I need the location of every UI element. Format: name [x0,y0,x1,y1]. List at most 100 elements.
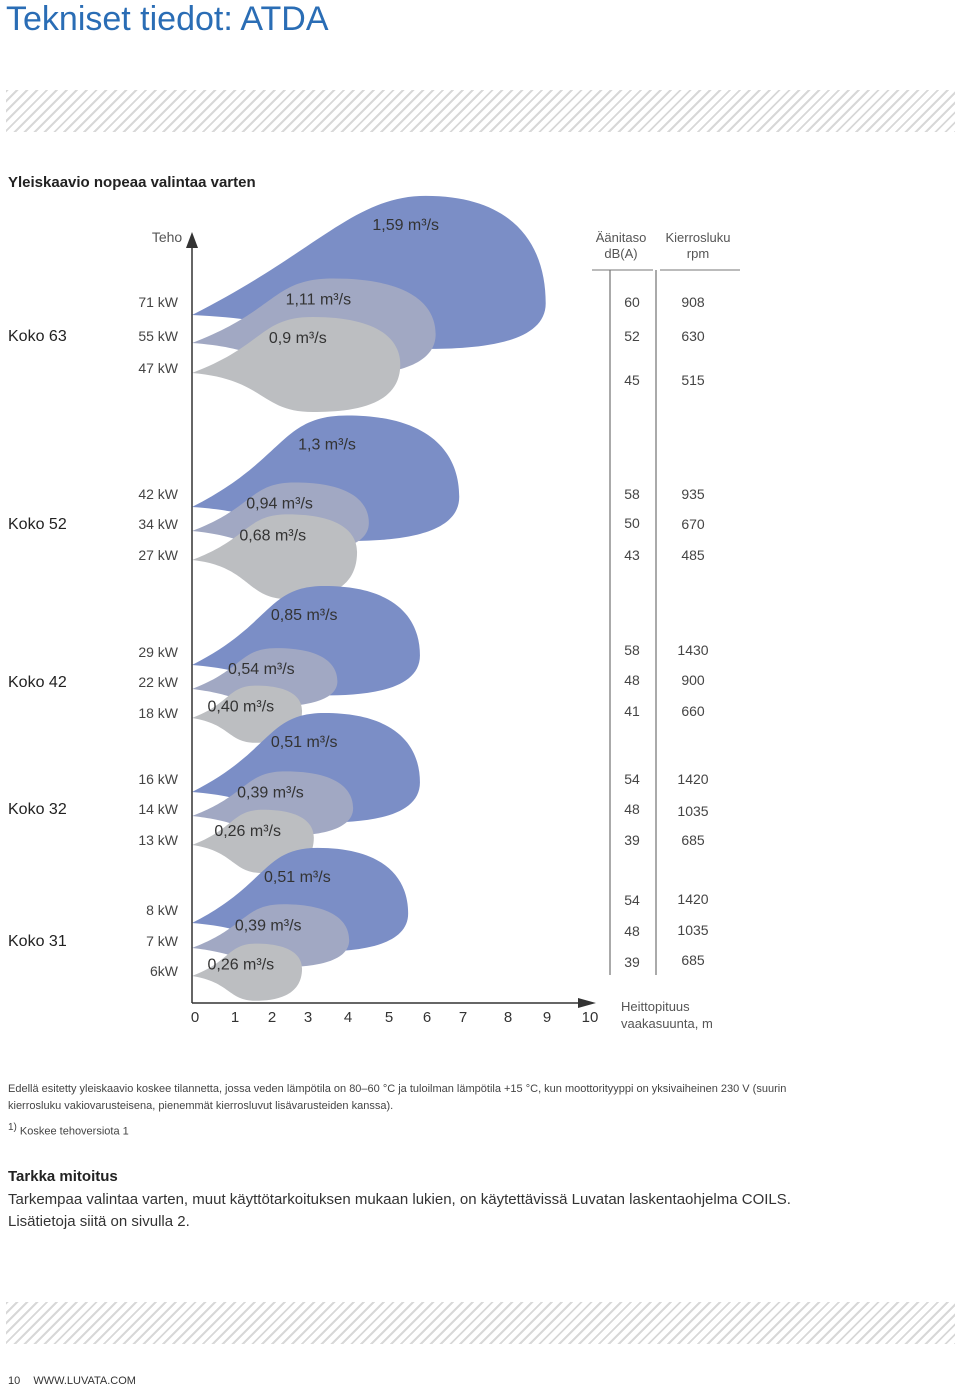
y-axis-arrow-icon [186,232,198,248]
sound-level-value: 54 [624,892,640,908]
power-value: 16 kW [138,771,178,787]
sound-level-value: 60 [624,294,640,310]
throw-pattern-mid [192,904,350,968]
airflow-label: 1,11 m³/s [286,292,352,309]
y-axis-label: Teho [152,229,183,245]
x-tick-label: 2 [268,1009,276,1026]
section-body: Tarkempaa valintaa varten, muut käyttöta… [8,1191,791,1230]
group-label: Koko 63 [8,328,67,345]
sound-level-value: 39 [624,954,640,970]
airflow-label: 1,59 m³/s [372,217,439,234]
rpm-value: 685 [681,952,705,968]
throw-pattern-low [192,943,303,1001]
airflow-label: 0,26 m³/s [214,823,281,840]
throw-pattern-low [192,685,303,743]
airflow-label: 0,9 m³/s [269,330,327,347]
sound-level-value: 58 [624,642,640,658]
rpm-value: 1420 [677,891,708,907]
group-label: Koko 32 [8,801,67,818]
power-value: 29 kW [138,644,178,660]
x-axis-label: Heittopituus [621,999,690,1014]
footer-site: WWW.LUVATA.COM [33,1375,136,1387]
rpm-value: 908 [681,294,705,310]
sound-level-value: 52 [624,328,640,344]
rpm-value: 900 [681,672,705,688]
sound-level-value: 39 [624,832,640,848]
chart-subtitle: Yleiskaavio nopeaa valintaa varten [8,174,256,191]
sound-header-unit: dB(A) [604,246,637,261]
airflow-label: 0,51 m³/s [264,869,331,886]
rpm-value: 1035 [677,803,708,819]
rpm-value: 935 [681,486,705,502]
section-heading: Tarkka mitoitus [8,1168,118,1185]
airflow-label: 0,40 m³/s [207,699,274,716]
x-tick-label: 5 [385,1009,393,1026]
group-label: Koko 31 [8,933,67,950]
rpm-header: Kierrosluku [665,230,730,245]
power-value: 34 kW [138,516,178,532]
throw-pattern-low [192,317,401,412]
page-footer: 10 WWW.LUVATA.COM [8,1375,146,1387]
x-tick-label: 9 [543,1009,551,1026]
sound-level-value: 48 [624,801,640,817]
footnote-text: Koskee tehoversiota 1 [19,1125,129,1138]
airflow-label: 0,39 m³/s [237,784,304,801]
x-tick-label: 7 [459,1009,467,1026]
footnote: 1) Koskee tehoversiota 1 [8,1122,129,1138]
air-throw-chart: Koko 631,59 m³/s1,11 m³/s0,9 m³/s71 kW 60… [8,195,740,1031]
airflow-label: 0,94 m³/s [246,496,313,513]
page-number: 10 [8,1375,21,1387]
page-title: Tekniset tiedot: ATDA [6,0,329,38]
group-label: Koko 42 [8,674,67,691]
airflow-label: 0,68 m³/s [239,527,306,544]
x-tick-label: 4 [344,1009,352,1026]
airflow-label: 0,54 m³/s [228,661,295,678]
rpm-value: 515 [681,372,705,388]
power-value: 18 kW [138,705,178,721]
group-label: Koko 52 [8,516,67,533]
power-value: 22 kW [138,674,178,690]
throw-pattern-low [192,514,358,599]
power-value: 14 kW [138,801,178,817]
airflow-label: 0,26 m³/s [207,957,274,974]
power-value: 8 kW [146,902,179,918]
throw-pattern-mid [192,648,338,707]
rpm-value: 685 [681,832,705,848]
rpm-value: 485 [681,547,705,563]
rpm-header-unit: rpm [687,246,709,261]
rpm-value: 630 [681,328,705,344]
footnote-marker: 1) [8,1122,17,1133]
sound-level-value: 48 [624,923,640,939]
power-value: 42 kW [138,486,178,502]
airflow-label: 1,3 m³/s [298,436,356,453]
x-tick-label: 1 [231,1009,239,1026]
x-tick-label: 8 [504,1009,512,1026]
power-value: 71 kW [138,294,178,310]
x-tick-label: 10 [582,1009,599,1026]
airflow-label: 0,39 m³/s [235,917,302,934]
sound-level-value: 58 [624,486,640,502]
x-tick-label: 3 [304,1009,312,1026]
power-value: 47 kW [138,360,178,376]
power-value: 55 kW [138,328,178,344]
x-tick-label: 0 [191,1009,199,1026]
x-axis-arrow-icon [578,998,596,1008]
power-value: 13 kW [138,832,178,848]
x-tick-label: 6 [423,1009,431,1026]
rpm-value: 1035 [677,922,708,938]
power-value: 27 kW [138,547,178,563]
airflow-label: 0,51 m³/s [271,734,338,751]
sound-level-value: 41 [624,703,640,719]
sound-level-value: 43 [624,547,640,563]
sound-level-value: 50 [624,515,640,531]
x-axis-label-unit: vaakasuunta, m [621,1016,713,1031]
rpm-value: 670 [681,516,705,532]
rpm-value: 660 [681,703,705,719]
chart-note: Edellä esitetty yleiskaavio koskee tilan… [8,1083,787,1112]
sound-level-value: 54 [624,771,640,787]
sound-level-value: 48 [624,672,640,688]
power-value: 6kW [150,963,179,979]
rpm-value: 1430 [677,642,708,658]
hatch-band-top [6,90,955,132]
rpm-value: 1420 [677,771,708,787]
